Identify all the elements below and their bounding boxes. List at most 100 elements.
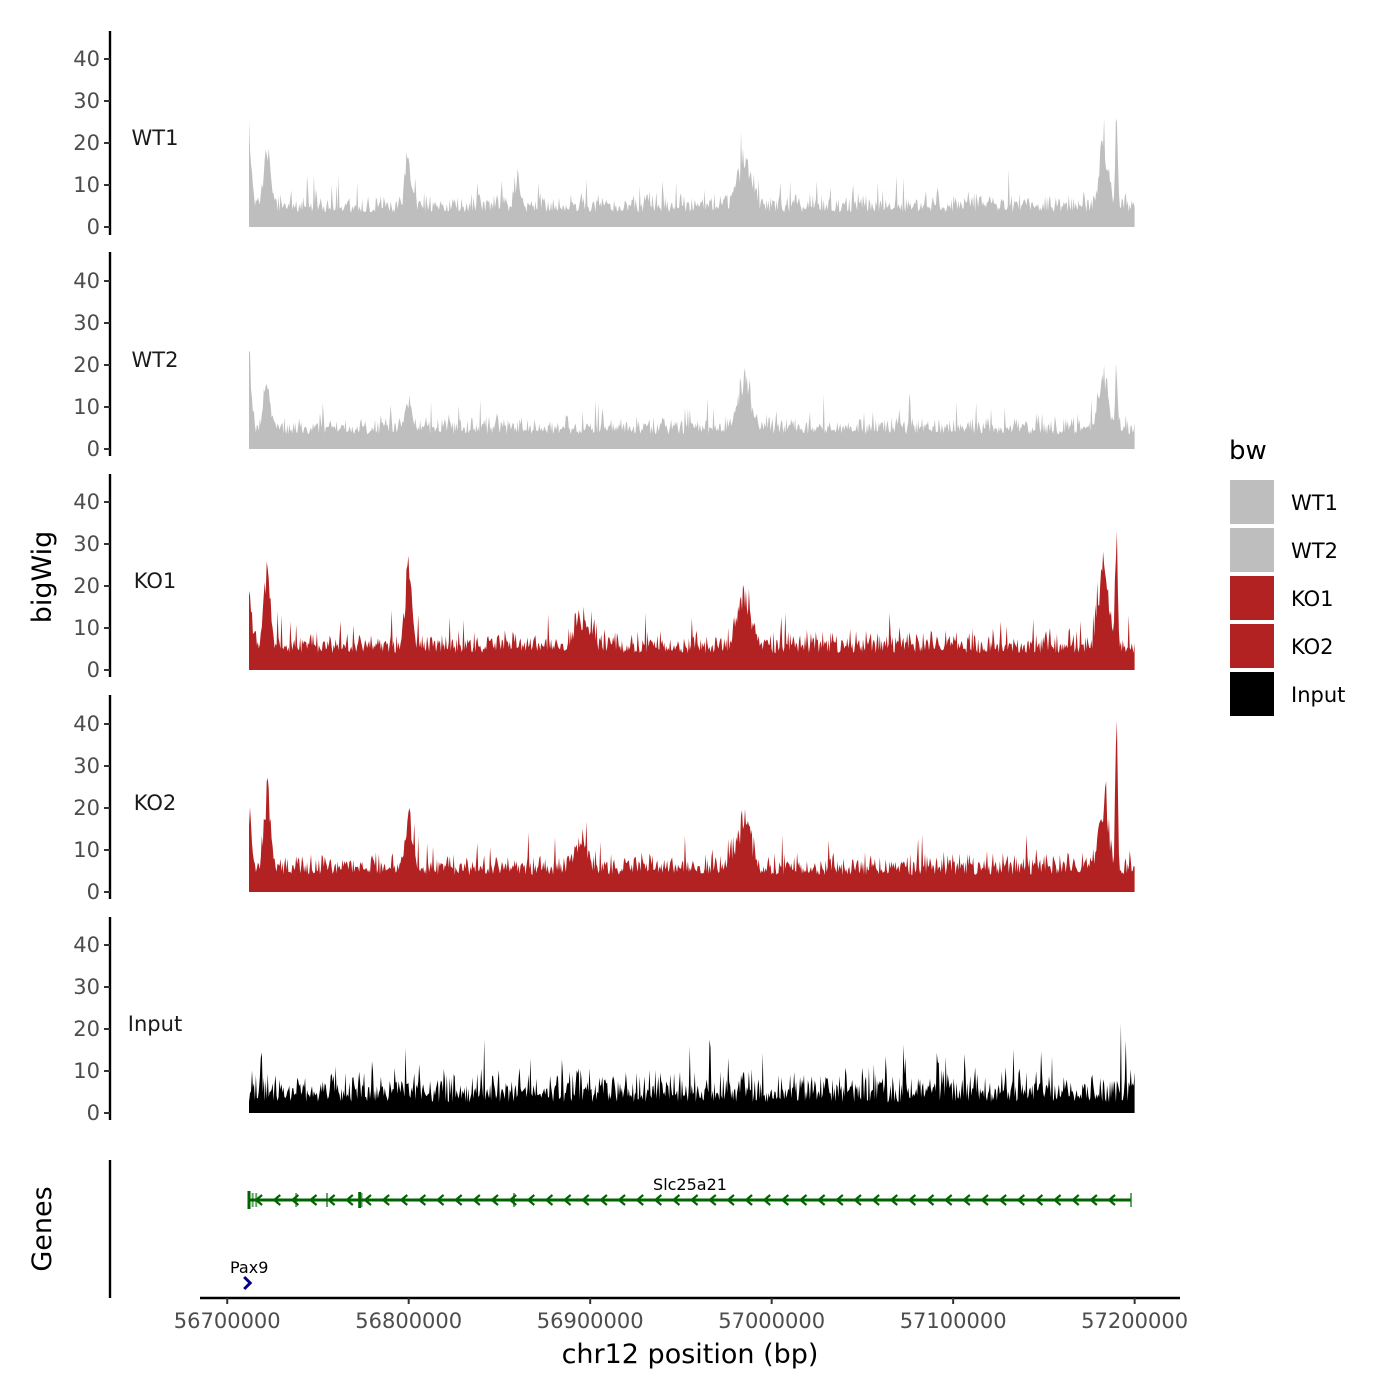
strand-arrow	[835, 1194, 844, 1206]
strand-arrow	[889, 1194, 898, 1206]
y-tick-label: 10	[73, 838, 100, 862]
strand-arrow	[1016, 1194, 1026, 1206]
y-tick-label: 0	[87, 880, 100, 904]
x-tick-label: 56700000	[174, 1309, 281, 1333]
y-tick-label: 0	[87, 437, 100, 461]
gene-label-slc25a21: Slc25a21	[653, 1175, 727, 1194]
strand-arrow	[243, 1275, 253, 1291]
strand-arrow	[345, 1194, 354, 1206]
strand-arrow	[798, 1194, 808, 1206]
legend-key-wt1	[1230, 480, 1274, 524]
track-wt2: 0 10 20 30 40 WT2	[73, 252, 1135, 461]
strand-arrow	[381, 1194, 390, 1206]
strand-arrow	[326, 1194, 336, 1206]
y-tick-label: 10	[73, 1059, 100, 1083]
y-tick-label: 20	[73, 796, 100, 820]
signal-area-wt2	[249, 350, 1135, 449]
strand-arrow	[762, 1194, 771, 1206]
strand-arrow	[562, 1194, 572, 1206]
y-tick-label: 30	[73, 754, 100, 778]
y-tick-label: 10	[73, 395, 100, 419]
y-tick-label: 0	[87, 215, 100, 239]
y-tick-label: 30	[73, 89, 100, 113]
strand-arrow	[417, 1194, 427, 1206]
strand-arrow	[907, 1194, 917, 1206]
legend-key-input	[1230, 672, 1274, 716]
track-label-wt2: WT2	[132, 348, 179, 372]
signal-area-ko2	[249, 720, 1135, 892]
y-tick-label: 20	[73, 1017, 100, 1041]
strand-arrow	[726, 1194, 735, 1206]
legend-title: bw	[1229, 436, 1267, 466]
y-tick-label: 40	[73, 269, 100, 293]
strand-arrow	[617, 1194, 626, 1206]
legend-label-wt2: WT2	[1291, 539, 1338, 563]
y-tick-label: 20	[73, 353, 100, 377]
y-tick-label: 40	[73, 490, 100, 514]
strand-arrow	[453, 1194, 463, 1206]
y-tick-label: 0	[87, 1101, 100, 1125]
gene-label-pax9: Pax9	[230, 1258, 268, 1277]
y-tick-label: 20	[73, 574, 100, 598]
signal-area-wt1	[249, 117, 1135, 227]
strand-arrow	[399, 1194, 408, 1206]
strand-arrow	[853, 1194, 862, 1206]
strand-arrow	[490, 1194, 499, 1206]
strand-arrow	[526, 1194, 536, 1206]
strand-arrow	[1034, 1194, 1044, 1206]
strand-arrow	[871, 1194, 880, 1206]
strand-arrow	[308, 1194, 318, 1206]
strand-arrow	[435, 1194, 445, 1206]
strand-arrow	[272, 1194, 281, 1206]
x-tick-label: 57200000	[1081, 1309, 1188, 1333]
track-label-ko2: KO2	[134, 791, 177, 815]
track-wt1: 0 10 20 30 40 WT1	[73, 31, 1135, 239]
legend-key-ko2	[1230, 624, 1274, 668]
strand-arrow	[708, 1194, 717, 1206]
signal-tracks: 0 10 20 30 40 WT1 0 10 20 30 40 WT2 0 10 20 30 40 KO1 0 10 2…	[73, 31, 1135, 1125]
strand-arrow	[816, 1194, 826, 1206]
legend-key-ko1	[1230, 576, 1274, 620]
strand-arrow	[635, 1194, 644, 1206]
track-label-wt1: WT1	[132, 126, 179, 150]
strand-arrow	[962, 1194, 971, 1206]
y-tick-label: 30	[73, 532, 100, 556]
legend: bw WT1 WT2 KO1 KO2 Input	[1229, 436, 1345, 716]
genes-panel: Slc25a21 Pax9	[108, 1160, 1132, 1298]
x-axis-title: chr12 position (bp)	[562, 1339, 819, 1370]
y-tick-label: 30	[73, 975, 100, 999]
strand-arrow	[599, 1194, 608, 1206]
y-tick-label: 40	[73, 933, 100, 957]
gene-pax9: Pax9	[230, 1258, 268, 1291]
strand-arrow	[998, 1194, 1007, 1206]
strand-arrow	[1052, 1194, 1062, 1206]
y-axis-title: bigWig	[27, 531, 58, 624]
strand-arrow	[671, 1194, 681, 1206]
strand-arrow	[653, 1194, 663, 1206]
track-input: 0 10 20 30 40 Input	[73, 917, 1135, 1125]
genes-axis-title: Genes	[27, 1186, 58, 1271]
x-tick-label: 57100000	[900, 1309, 1007, 1333]
y-tick-label: 20	[73, 131, 100, 155]
y-tick-label: 10	[73, 173, 100, 197]
strand-arrow	[744, 1194, 753, 1206]
signal-area-ko1	[249, 530, 1135, 670]
x-tick-label: 56800000	[355, 1309, 462, 1333]
track-ko2: 0 10 20 30 40 KO2	[73, 695, 1135, 904]
x-tick-label: 57000000	[718, 1309, 825, 1333]
strand-arrow	[943, 1194, 953, 1206]
legend-key-wt2	[1230, 528, 1274, 572]
signal-area-input	[249, 1023, 1135, 1113]
gene-slc25a21: Slc25a21	[247, 1175, 1132, 1209]
strand-arrow	[1107, 1194, 1116, 1206]
strand-arrow	[1071, 1194, 1080, 1206]
strand-arrow	[472, 1194, 481, 1206]
strand-arrow	[980, 1194, 989, 1206]
strand-arrow	[1089, 1194, 1098, 1206]
legend-label-wt1: WT1	[1291, 491, 1338, 515]
x-tick-label: 56900000	[537, 1309, 644, 1333]
y-tick-label: 10	[73, 616, 100, 640]
legend-label-ko2: KO2	[1291, 635, 1334, 659]
strand-arrow	[925, 1194, 935, 1206]
track-ko1: 0 10 20 30 40 KO1	[73, 474, 1135, 682]
